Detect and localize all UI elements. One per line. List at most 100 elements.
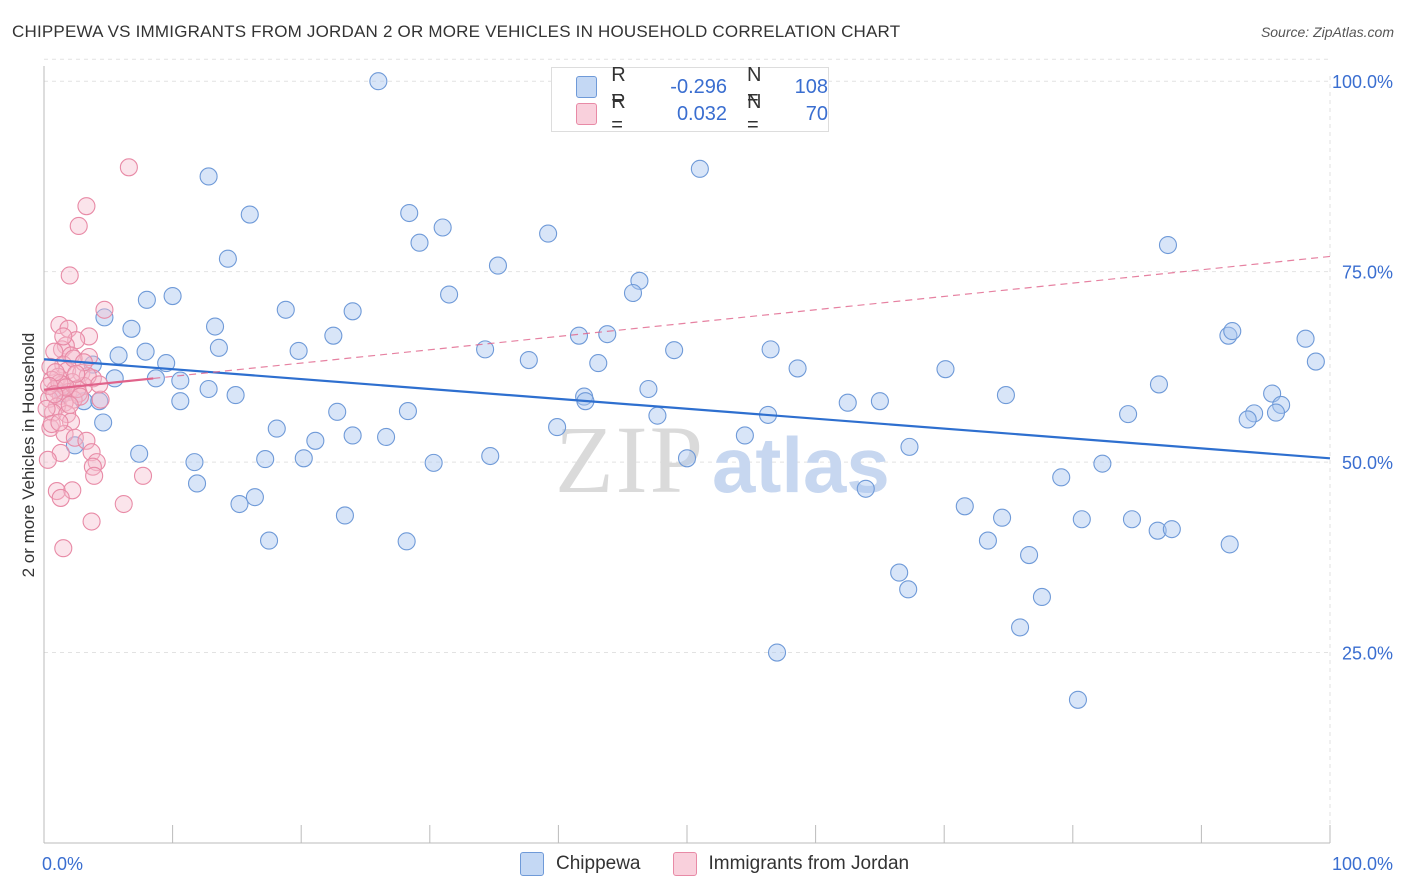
chippewa-point xyxy=(1032,587,1051,607)
chippewa-point xyxy=(218,249,237,268)
chippewa-point xyxy=(598,325,617,344)
chippewa-point xyxy=(761,340,780,359)
x-tick-label: 0.0% xyxy=(42,854,83,874)
legend-r-label: R = xyxy=(611,91,626,136)
chippewa-point xyxy=(377,427,396,447)
points-layer xyxy=(37,72,1325,709)
chippewa-point xyxy=(589,354,608,373)
chippewa-point xyxy=(690,159,709,178)
chippewa-point xyxy=(639,379,658,399)
chippewa-point xyxy=(767,643,787,662)
series-swatch-pink xyxy=(672,852,697,876)
chippewa-point xyxy=(136,342,155,361)
chippewa-point xyxy=(289,341,308,360)
watermark-atlas: atlas xyxy=(712,421,890,509)
chippewa-point xyxy=(899,580,918,599)
jordan-point xyxy=(50,413,69,432)
legend-r-label: R = xyxy=(611,64,626,109)
chippewa-point xyxy=(397,532,416,551)
chippewa-point xyxy=(955,497,974,516)
chippewa-point xyxy=(294,449,313,468)
chippewa-point xyxy=(1052,468,1071,487)
chippewa-point xyxy=(890,563,909,582)
jordan-point xyxy=(77,197,96,216)
chippewa-point xyxy=(838,393,857,412)
chippewa-point xyxy=(978,531,997,550)
chippewa-point xyxy=(187,474,207,493)
chippewa-point xyxy=(996,386,1015,405)
chippewa-point xyxy=(677,449,697,468)
x-tick-label: 100.0% xyxy=(1332,854,1393,874)
chippewa-point xyxy=(209,338,228,357)
chippewa-trend-line xyxy=(43,358,1331,460)
chippewa-point xyxy=(1148,521,1167,540)
chippewa-point xyxy=(735,426,754,445)
legend-swatch-pink xyxy=(576,103,598,125)
jordan-point xyxy=(114,494,133,514)
chippewa-point xyxy=(1119,405,1138,424)
jordan-point xyxy=(42,414,61,434)
chippewa-point xyxy=(1011,618,1030,637)
chippewa-point xyxy=(256,450,275,469)
jordan-point xyxy=(83,457,102,476)
chippewa-point xyxy=(324,326,343,345)
chippewa-point xyxy=(1162,520,1181,539)
y-tick-label: 100.0% xyxy=(1332,72,1393,92)
chippewa-point xyxy=(267,419,286,438)
chippewa-point xyxy=(519,350,538,370)
axes-layer xyxy=(43,66,1331,844)
trend-layer xyxy=(43,255,1331,460)
chart-title: CHIPPEWA VS IMMIGRANTS FROM JORDAN 2 OR … xyxy=(12,22,901,41)
jordan-point xyxy=(41,357,60,376)
chippewa-point xyxy=(788,359,807,378)
jordan-point xyxy=(77,431,96,450)
chippewa-point xyxy=(900,437,919,456)
chippewa-point xyxy=(343,426,362,445)
chippewa-point xyxy=(424,453,443,472)
chippewa-point xyxy=(648,406,667,425)
series-legend-jordan: Immigrants from Jordan xyxy=(672,852,909,876)
jordan-point xyxy=(119,158,138,177)
chippewa-point xyxy=(481,446,500,466)
chippewa-point xyxy=(1158,235,1178,255)
chippewa-point xyxy=(1020,546,1039,565)
jordan-point xyxy=(38,450,57,469)
chippewa-point xyxy=(569,326,589,345)
chippewa-point xyxy=(94,413,113,432)
chippewa-point xyxy=(226,386,245,405)
y-axis-label: 2 or more Vehicles in Household xyxy=(19,333,38,578)
jordan-point xyxy=(95,300,114,319)
jordan-point xyxy=(82,443,101,462)
chippewa-point xyxy=(410,233,429,252)
chippewa-point xyxy=(856,479,875,498)
chippewa-point xyxy=(1306,352,1325,371)
labels-layer: 25.0% 50.0% 75.0% 100.0% 0.0% 100.0% 2 or more… xyxy=(19,72,1393,874)
jordan-point xyxy=(60,395,79,415)
chippewa-point xyxy=(328,402,347,421)
chippewa-point xyxy=(199,167,218,186)
chippewa-point xyxy=(870,392,889,411)
y-tick-label: 75.0% xyxy=(1342,263,1393,283)
watermark: ZIP atlas xyxy=(555,406,890,513)
chippewa-point xyxy=(398,402,417,421)
chippewa-point xyxy=(400,203,419,223)
chippewa-point xyxy=(240,205,259,224)
chippewa-point xyxy=(163,287,182,306)
series-legend-chippewa: Chippewa xyxy=(520,852,641,876)
source-label: Source: ZipAtlas.com xyxy=(1260,24,1394,40)
chippewa-point xyxy=(95,308,114,327)
chippewa-point xyxy=(230,494,249,514)
legend-r-value: 0.032 xyxy=(676,102,727,125)
y-tick-label: 25.0% xyxy=(1342,644,1393,664)
chippewa-point xyxy=(1266,403,1286,422)
legend-n-value: 108 xyxy=(794,75,828,98)
jordan-point xyxy=(60,266,79,285)
jordan-trend-line-dashed xyxy=(153,255,1331,380)
series-swatch-blue xyxy=(520,852,544,876)
jordan-point xyxy=(51,488,70,507)
chippewa-point xyxy=(105,369,124,388)
chippewa-point xyxy=(1072,510,1091,529)
jordan-point xyxy=(54,327,73,346)
chippewa-point xyxy=(476,340,495,359)
